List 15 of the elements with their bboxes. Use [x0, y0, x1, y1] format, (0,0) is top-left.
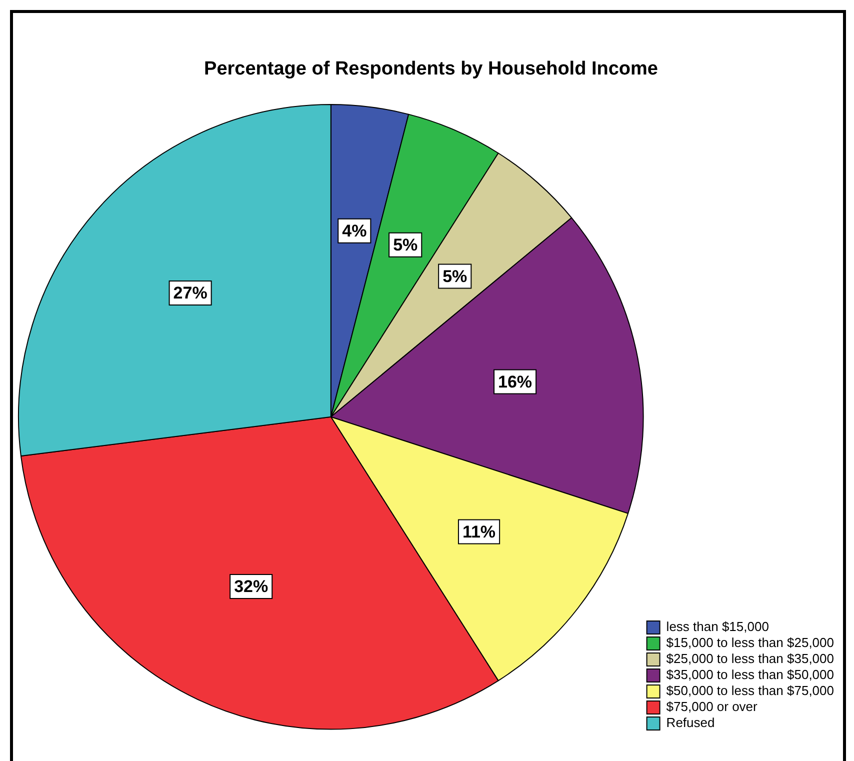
data-label: 27%	[173, 284, 208, 303]
data-label: 16%	[498, 372, 532, 392]
legend-label: $15,000 to less than $25,000	[666, 635, 834, 650]
legend-label: $25,000 to less than $35,000	[666, 651, 834, 666]
data-label: 4%	[342, 222, 367, 241]
data-label: 11%	[462, 522, 496, 542]
data-label: 32%	[234, 577, 268, 596]
legend-label: $50,000 to less than $75,000	[666, 683, 834, 698]
legend-label: $75,000 or over	[666, 699, 758, 714]
legend-label: $35,000 to less than $50,000	[666, 667, 834, 682]
legend-label: Refused	[666, 715, 715, 730]
legend-label: less than $15,000	[666, 619, 769, 634]
data-label: 5%	[393, 236, 418, 255]
chart-title: Percentage of Respondents by Household Income	[204, 58, 658, 80]
data-label: 5%	[442, 266, 468, 286]
